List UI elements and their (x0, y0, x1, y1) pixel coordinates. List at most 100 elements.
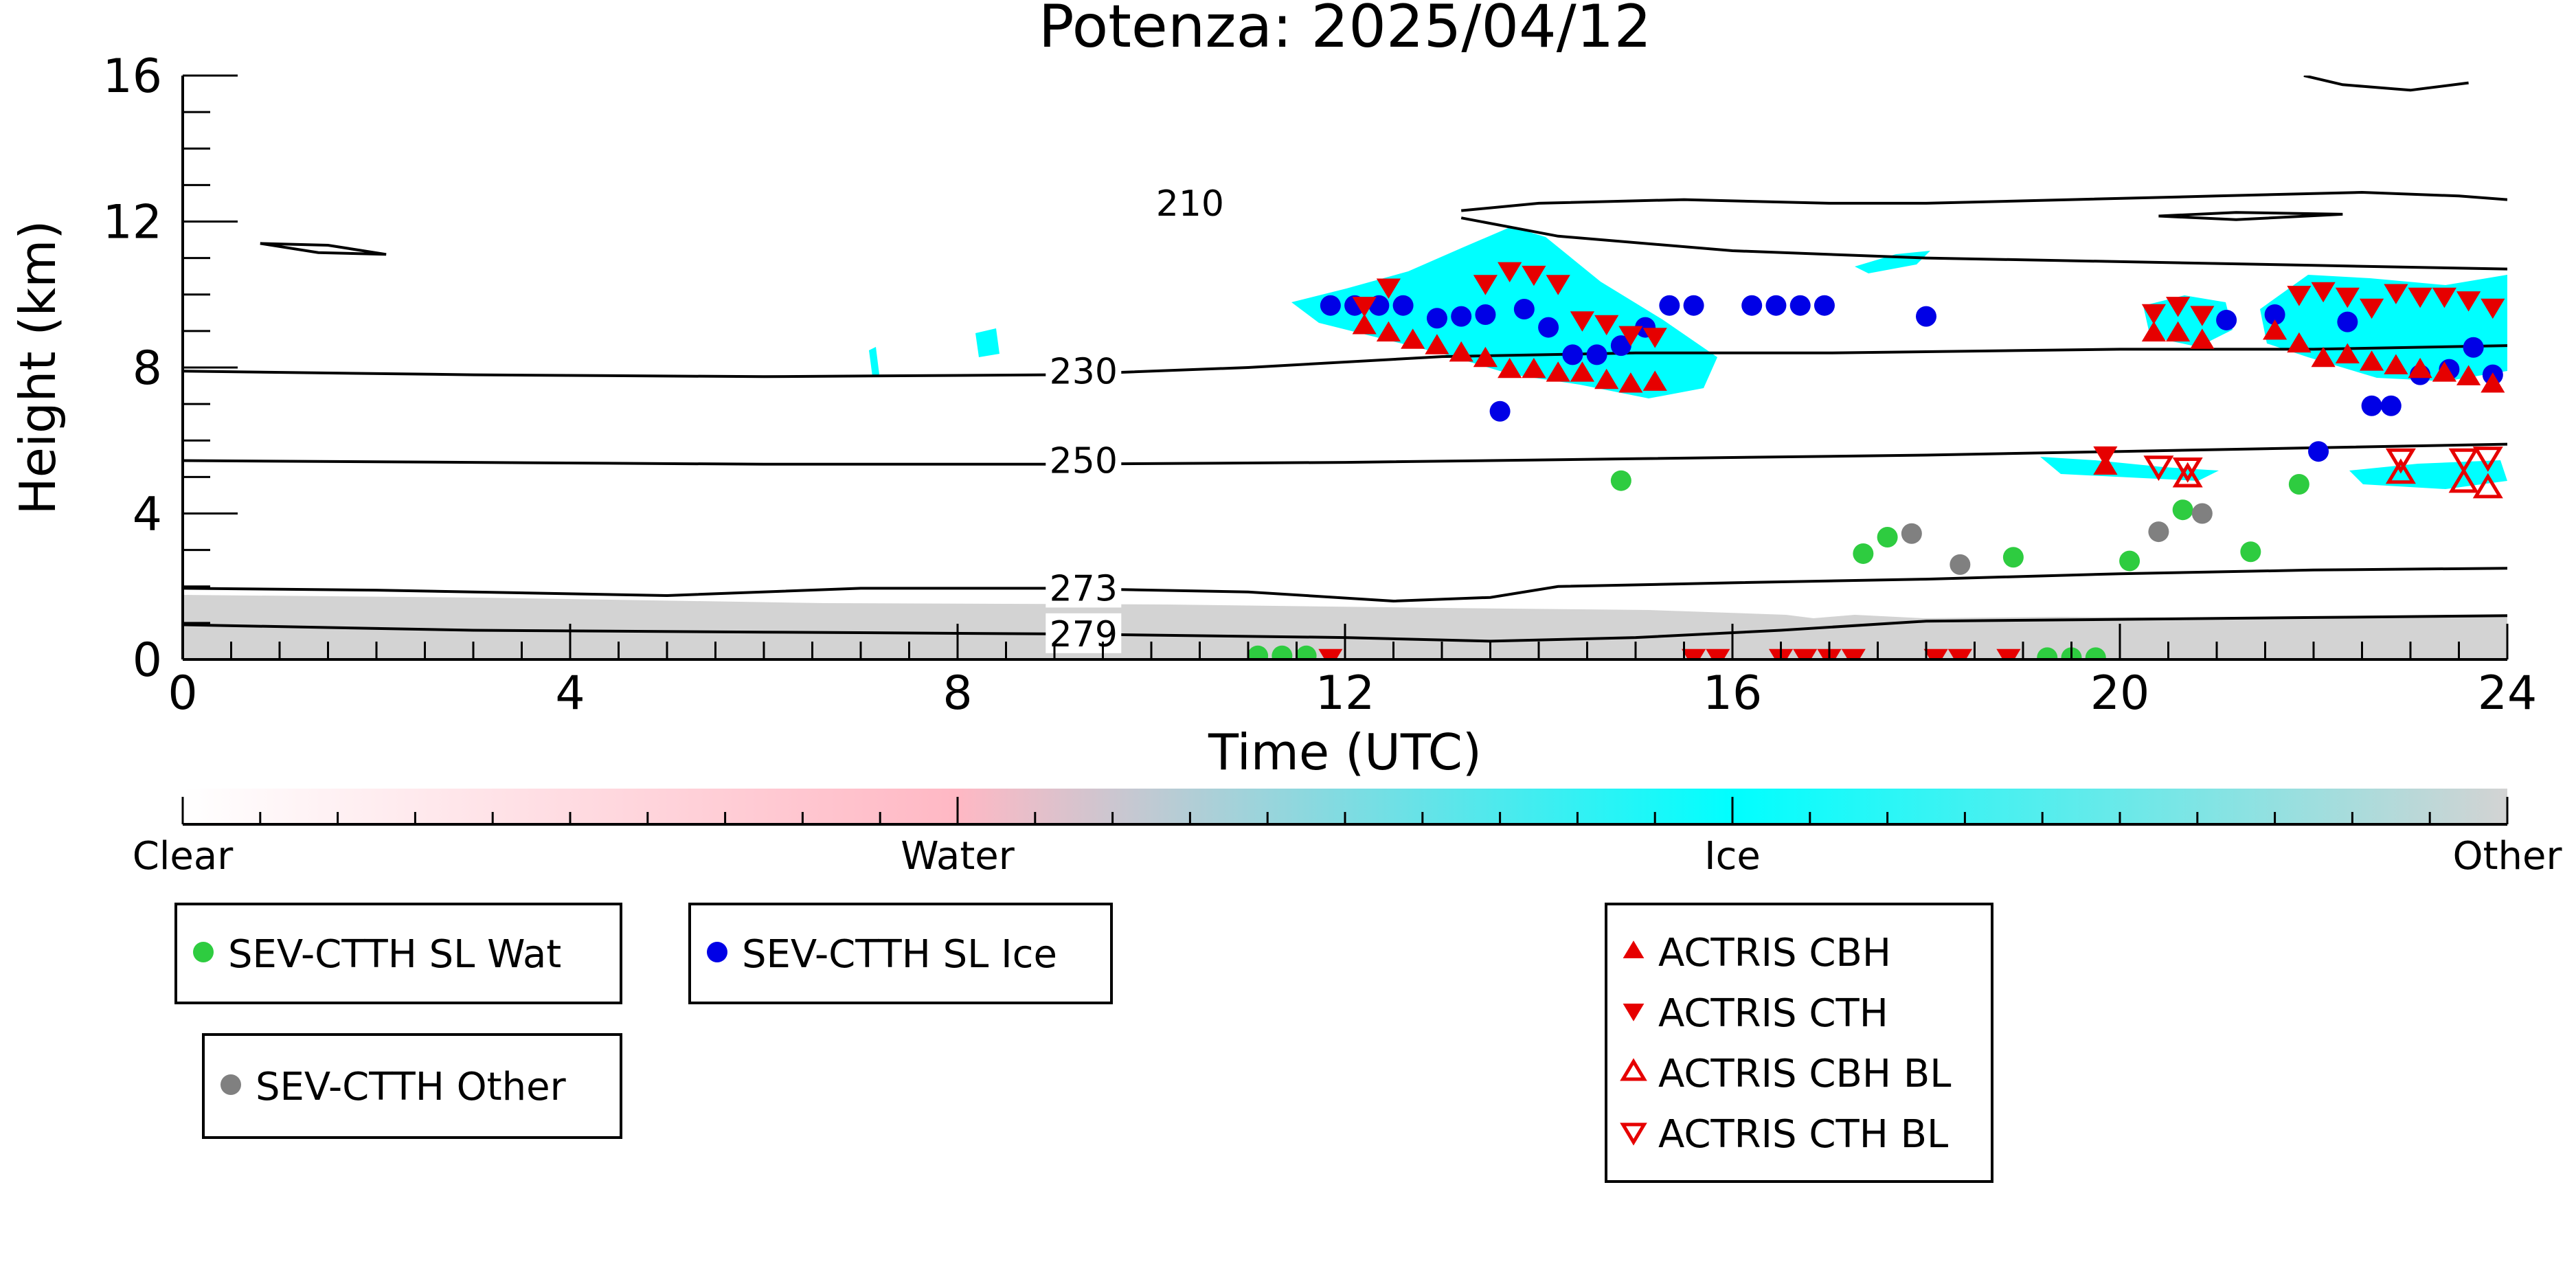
legend-marker (1620, 1058, 1647, 1081)
x-tick-label: 0 (168, 666, 197, 721)
legend-label: SEV-CTTH SL Wat (228, 932, 561, 977)
legend-marker (193, 942, 214, 962)
legend-label: SEV-CTTH Other (256, 1065, 567, 1109)
marker-sev-ctth-sl-ice (1538, 317, 1559, 338)
marker-actris-cbh (2335, 343, 2360, 363)
marker-sev-ctth-sl-ice (1475, 304, 1496, 325)
marker-actris-cbh (1498, 357, 1522, 379)
colorbar-label: Clear (133, 834, 234, 879)
marker-actris-cbh (2166, 321, 2191, 342)
marker-actris-cbh (1618, 372, 1643, 393)
phase-colorbar: Clear Water Ice Other (133, 789, 2562, 879)
colorbar-label: Water (901, 834, 1015, 879)
contour-line (1460, 216, 2507, 271)
marker-actris-cth (1996, 648, 2021, 659)
marker-actris-cth (2456, 291, 2481, 312)
contour-label: 210 (1156, 183, 1224, 225)
marker-actris-cbh (2360, 350, 2384, 371)
marker-actris-cth (1498, 262, 1522, 282)
chart-title: Potenza: 2025/04/12 (1039, 0, 1651, 61)
marker-actris-cbh (1401, 328, 1425, 349)
marker-actris-cth (1923, 648, 1948, 659)
marker-actris-cbh (1594, 368, 1619, 389)
marker-actris-cth (2335, 287, 2360, 308)
marker-sev-ctth-sl-ice (1814, 295, 1835, 316)
marker-actris-cbh-bl (2472, 473, 2503, 499)
contour-line (1461, 190, 2507, 212)
marker-actris-cth (2408, 287, 2432, 308)
y-tick-label: 4 (133, 488, 162, 542)
marker-actris-cth (1793, 648, 1818, 659)
ice-cloud-region-7 (975, 328, 999, 357)
x-tick-label: 16 (1703, 666, 1763, 721)
marker-sev-ctth-sl-ice (1765, 295, 1787, 316)
marker-actris-cth (1473, 275, 1498, 295)
marker-actris-cbh (1376, 321, 1401, 342)
legend-marker (1620, 1122, 1647, 1146)
marker-actris-cbh (2263, 319, 2287, 340)
marker-actris-cth (1570, 311, 1594, 332)
marker-sev-ctth-sl-ice (1659, 295, 1680, 316)
x-tick-label: 8 (942, 666, 972, 721)
marker-sev-ctth-other (1950, 554, 1971, 575)
marker-actris-cth-bl (2385, 448, 2416, 474)
marker-sev-ctth-other (2191, 503, 2213, 524)
marker-actris-cth (1706, 648, 1730, 659)
marker-actris-cth (2481, 298, 2505, 319)
contour-line (183, 567, 2507, 603)
marker-sev-ctth-sl-ice (1916, 306, 1936, 327)
marker-actris-cth-bl (2448, 448, 2479, 474)
legend-box: SEV-CTTH Other (202, 1033, 622, 1139)
marker-actris-cth (2141, 304, 2166, 325)
marker-actris-cbh-bl (2448, 467, 2479, 493)
temperature-contours: 210 230 250 273 279 (183, 76, 2507, 655)
marker-sev-ctth-sl-wat (1247, 645, 1269, 659)
marker-actris-cth (1947, 648, 1972, 659)
contour-line (2303, 76, 2469, 92)
y-tick-label: 8 (133, 341, 162, 396)
marker-actris-cbh (2481, 372, 2505, 393)
marker-sev-ctth-sl-ice (1741, 295, 1763, 316)
marker-sev-ctth-sl-ice (2361, 395, 2382, 416)
y-tick-label: 0 (133, 633, 162, 688)
legend-marker (221, 1074, 241, 1095)
y-tick-label: 12 (102, 196, 162, 250)
colorbar-label: Ice (1704, 834, 1761, 879)
marker-actris-cth (1618, 326, 1643, 346)
contour-line (183, 614, 2507, 643)
marker-sev-ctth-sl-ice (1513, 299, 1535, 319)
contour-line (260, 242, 387, 256)
marker-actris-cth (2166, 297, 2191, 317)
markers (1247, 262, 2505, 659)
marker-sev-ctth-sl-wat (2288, 474, 2309, 495)
marker-actris-cbh (1449, 341, 1473, 362)
marker-actris-cth (1682, 648, 1706, 659)
marker-sev-ctth-sl-wat (2119, 550, 2140, 572)
contour-line (183, 344, 2507, 379)
marker-actris-cbh (2287, 332, 2312, 353)
contour-label: 250 (1050, 440, 1118, 482)
x-tick-label: 4 (555, 666, 585, 721)
marker-sev-ctth-sl-wat (1877, 527, 1898, 548)
contour-label: 279 (1050, 614, 1118, 655)
legend-label: ACTRIS CBH BL (1658, 1052, 1951, 1096)
marker-actris-cth (2287, 286, 2312, 306)
marker-sev-ctth-sl-wat (2172, 499, 2193, 521)
contour-label-bg (1152, 182, 1228, 223)
marker-actris-cbh-bl (2385, 458, 2416, 484)
phase-colorbar-ticks (181, 797, 2509, 824)
x-axis-label: Time (UTC) (1208, 723, 1482, 781)
marker-actris-cth-bl (2143, 455, 2174, 482)
marker-sev-ctth-sl-ice (2380, 395, 2402, 416)
marker-sev-ctth-sl-wat (1853, 543, 1874, 564)
x-tick-label: 24 (2478, 666, 2538, 721)
marker-sev-ctth-sl-ice (2264, 304, 2285, 325)
marker-actris-cbh (1425, 334, 1449, 354)
marker-sev-ctth-sl-wat (2002, 547, 2024, 568)
marker-actris-cth (2384, 284, 2408, 304)
x-tick-label: 20 (2090, 666, 2150, 721)
marker-sev-ctth-sl-ice (2463, 337, 2484, 358)
legend-label: SEV-CTTH SL Ice (742, 932, 1057, 977)
y-tick-label: 16 (102, 49, 162, 104)
